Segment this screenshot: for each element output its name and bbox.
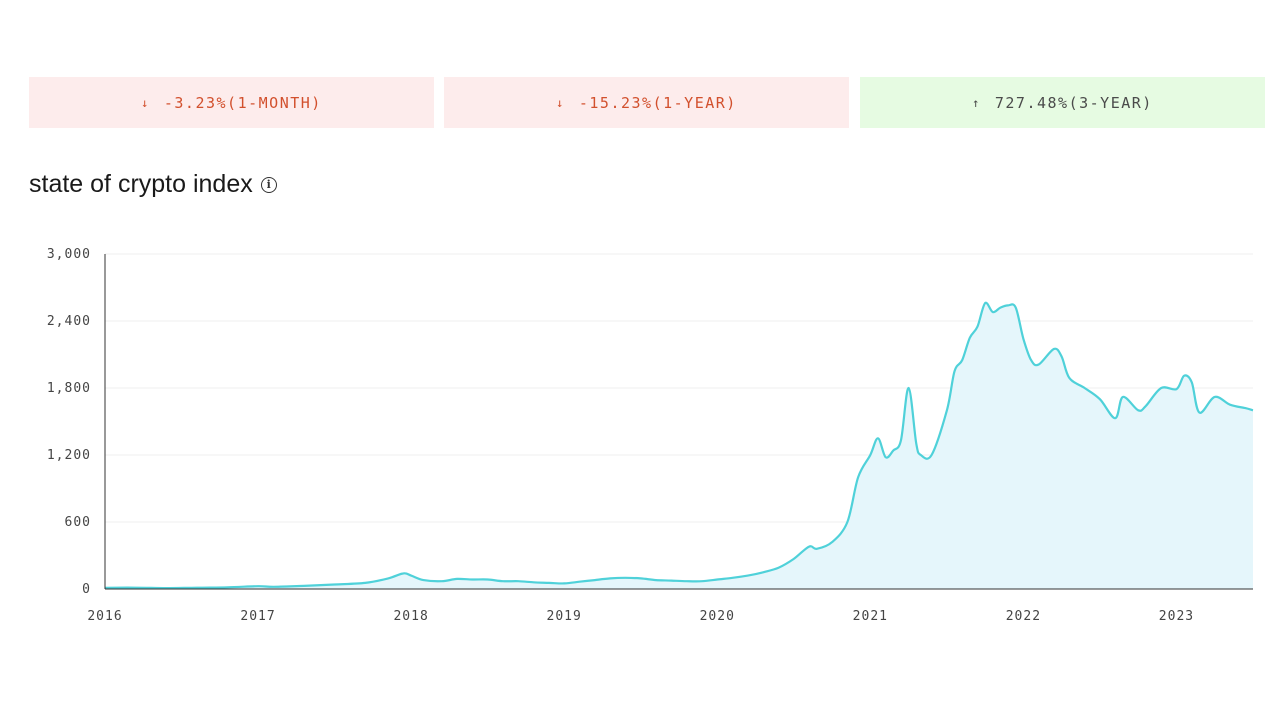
y-tick-label: 1,200 [47,448,91,463]
y-tick-label: 2,400 [47,314,91,329]
stat-3-year: ↑ 727.48%(3-YEAR) [860,77,1265,128]
x-tick-label: 2021 [853,609,888,624]
y-tick-label: 600 [65,515,91,530]
x-tick-label: 2016 [87,609,122,624]
chart-title: state of crypto index [29,170,253,198]
y-tick-label: 3,000 [47,247,91,262]
arrow-down-icon: ↓ [141,95,150,110]
x-tick-label: 2020 [700,609,735,624]
stats-bar: ↓ -3.23%(1-MONTH) ↓ -15.23%(1-YEAR) ↑ 72… [29,77,1265,128]
arrow-down-icon: ↓ [556,95,565,110]
x-tick-label: 2018 [393,609,428,624]
x-tick-label: 2022 [1006,609,1041,624]
index-chart: 0 600 1,200 1,800 2,400 3,000 2016 2017 2018 2019… [47,247,1254,624]
x-tick-label: 2019 [547,609,582,624]
series-line [104,301,1254,590]
y-tick-label: 0 [82,582,91,597]
stat-1-year-value: -15.23%(1-YEAR) [578,93,737,112]
chart-title-row: state of crypto index i [29,170,277,199]
arrow-up-icon: ↑ [972,95,981,110]
info-circle-icon[interactable]: i [260,176,277,193]
y-tick-label: 1,800 [47,381,91,396]
stat-1-month-value: -3.23%(1-MONTH) [163,93,322,112]
x-tick-label: 2017 [240,609,275,624]
series-area-fill [105,302,1253,589]
stat-3-year-value: 727.48%(3-YEAR) [994,93,1153,112]
stat-1-month: ↓ -3.23%(1-MONTH) [29,77,434,128]
x-tick-label: 2023 [1159,609,1194,624]
stat-1-year: ↓ -15.23%(1-YEAR) [444,77,849,128]
